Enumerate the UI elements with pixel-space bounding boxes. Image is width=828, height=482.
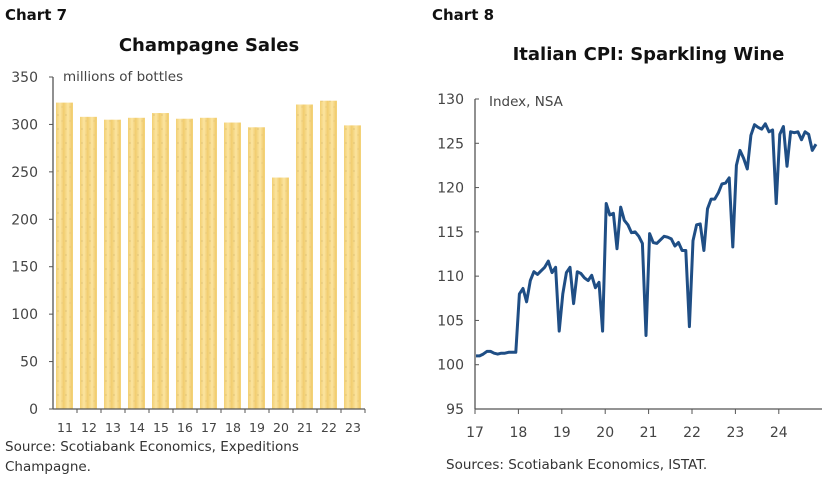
bar-12 <box>80 116 97 409</box>
y-tick-label: 115 <box>437 225 464 241</box>
chart7-source: Source: Scotiabank Economics, Expedition… <box>5 439 299 475</box>
x-tick-label: 18 <box>509 425 527 441</box>
x-tick-label: 16 <box>177 420 193 435</box>
chart8-title: Italian CPI: Sparkling Wine <box>512 44 785 65</box>
x-tick-label: 22 <box>321 420 337 435</box>
y-tick-label: 95 <box>446 402 464 418</box>
x-tick-label: 19 <box>553 425 571 441</box>
x-tick-label: 18 <box>225 420 241 435</box>
y-tick-label: 0 <box>29 402 38 418</box>
y-tick-label: 250 <box>11 165 38 181</box>
y-tick-label: 120 <box>437 181 464 197</box>
bar-14 <box>128 117 145 409</box>
bar-17 <box>200 117 217 409</box>
y-tick-label: 150 <box>11 260 38 276</box>
chart8-source: Sources: Scotiabank Economics, ISTAT. <box>446 457 708 473</box>
bar-11 <box>56 102 73 410</box>
y-tick-label: 350 <box>11 70 38 86</box>
y-tick-label: 300 <box>11 117 38 133</box>
chart7-label: Chart 7 <box>5 6 68 24</box>
x-tick-label: 14 <box>129 420 145 435</box>
y-tick-label: 200 <box>11 212 38 228</box>
bar-13 <box>104 119 121 409</box>
x-tick-label: 11 <box>57 420 73 435</box>
y-tick-label: 50 <box>20 355 38 371</box>
y-tick-label: 100 <box>437 358 464 374</box>
y-tick-label: 105 <box>437 313 464 329</box>
bar-19 <box>248 127 265 409</box>
bar-16 <box>176 118 193 409</box>
bar-18 <box>224 122 241 409</box>
y-tick-label: 130 <box>437 92 464 108</box>
x-tick-label: 19 <box>249 420 265 435</box>
y-tick-label: 100 <box>11 307 38 323</box>
bar-22 <box>320 100 337 409</box>
bar-20 <box>272 177 289 409</box>
x-tick-label: 13 <box>105 420 121 435</box>
x-tick-label: 17 <box>201 420 217 435</box>
x-tick-label: 15 <box>153 420 169 435</box>
bar-21 <box>296 104 313 409</box>
x-tick-label: 21 <box>297 420 313 435</box>
chart8-label: Chart 8 <box>432 6 495 24</box>
y-tick-label: 110 <box>437 269 464 285</box>
unit-label: Index, NSA <box>489 94 564 110</box>
chart7-title: Champagne Sales <box>118 35 300 56</box>
y-tick-label: 125 <box>437 136 464 152</box>
x-tick-label: 23 <box>345 420 361 435</box>
unit-label: millions of bottles <box>63 69 183 85</box>
x-tick-label: 12 <box>81 420 97 435</box>
x-tick-label: 20 <box>273 420 289 435</box>
x-tick-label: 24 <box>770 425 788 441</box>
x-tick-label: 21 <box>640 425 658 441</box>
x-tick-label: 22 <box>683 425 701 441</box>
bar-15 <box>152 113 169 409</box>
x-tick-label: 20 <box>596 425 614 441</box>
bar-23 <box>344 125 361 410</box>
x-tick-label: 23 <box>726 425 744 441</box>
cpi-line <box>476 122 818 358</box>
x-tick-label: 17 <box>466 425 484 441</box>
